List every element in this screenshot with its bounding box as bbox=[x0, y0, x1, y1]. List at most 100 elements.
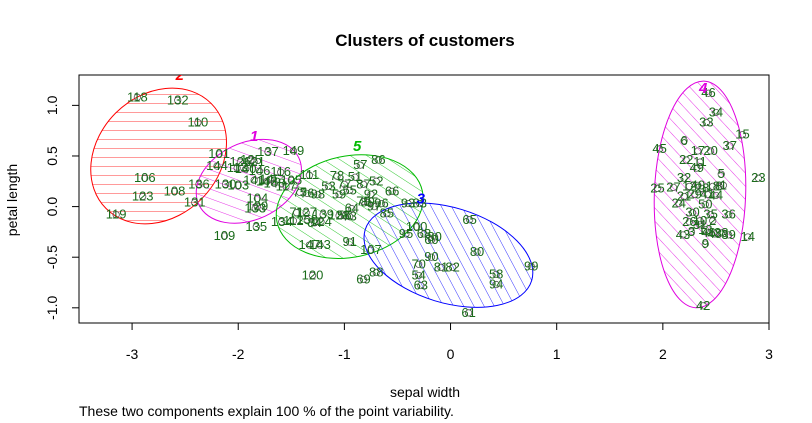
point-label: 40 bbox=[691, 177, 705, 192]
data-point bbox=[712, 108, 720, 117]
point-label: 92 bbox=[364, 186, 378, 201]
data-point bbox=[340, 180, 348, 188]
data-point bbox=[282, 182, 290, 190]
data-point bbox=[335, 212, 343, 220]
point-label: 91 bbox=[342, 234, 356, 249]
data-point bbox=[220, 232, 229, 240]
point-label: 26 bbox=[682, 214, 696, 229]
data-point bbox=[348, 205, 356, 213]
data-point bbox=[680, 137, 688, 145]
point-label: 121 bbox=[243, 154, 265, 169]
cluster-5-label: 5 bbox=[353, 138, 362, 155]
data-point bbox=[234, 181, 242, 189]
data-point bbox=[696, 217, 704, 225]
data-point bbox=[174, 96, 182, 104]
data-point bbox=[415, 271, 423, 280]
point-label: 30 bbox=[685, 205, 699, 220]
point-label: 75 bbox=[293, 184, 307, 199]
data-point bbox=[213, 162, 221, 170]
point-label: 104 bbox=[246, 190, 268, 205]
point-label: 55 bbox=[342, 182, 356, 197]
data-point bbox=[675, 199, 683, 208]
point-label: 84 bbox=[307, 215, 321, 230]
point-label: 141 bbox=[243, 172, 265, 187]
data-point bbox=[464, 309, 473, 317]
point-label: 148 bbox=[263, 175, 285, 190]
data-point bbox=[701, 200, 709, 209]
data-point bbox=[437, 263, 445, 271]
point-label: 33 bbox=[699, 115, 713, 130]
point-label: 107 bbox=[360, 242, 382, 257]
data-point bbox=[251, 205, 259, 213]
data-point bbox=[372, 268, 380, 276]
y-tick-label: 1.0 bbox=[44, 95, 60, 115]
point-label: 134 bbox=[271, 214, 293, 229]
x-axis: -3 -2 -1 0 1 2 3 bbox=[126, 322, 773, 362]
data-point bbox=[691, 190, 699, 199]
data-point bbox=[374, 156, 382, 164]
point-label: 100 bbox=[406, 219, 428, 234]
data-point bbox=[356, 161, 364, 169]
point-label: 105 bbox=[280, 172, 302, 187]
point-label: 131 bbox=[184, 195, 206, 210]
data-point bbox=[141, 174, 149, 182]
data-point bbox=[725, 231, 733, 239]
data-point bbox=[139, 192, 147, 201]
point-label: 58 bbox=[489, 266, 503, 281]
point-label: 139 bbox=[312, 207, 334, 222]
point-label: 45 bbox=[652, 141, 666, 156]
point-label: 137 bbox=[257, 144, 279, 159]
point-label: 113 bbox=[227, 160, 248, 175]
point-label: 97 bbox=[367, 199, 381, 214]
data-point bbox=[715, 182, 723, 190]
point-label: 71 bbox=[289, 205, 303, 220]
data-point bbox=[250, 176, 258, 184]
point-label: 20 bbox=[703, 143, 717, 158]
point-label: 63 bbox=[414, 278, 428, 293]
point-label: 57 bbox=[353, 157, 367, 172]
point-label: 18 bbox=[706, 178, 720, 193]
data-point bbox=[415, 260, 423, 268]
point-label: 68 bbox=[417, 226, 431, 241]
point-label: 93 bbox=[401, 196, 415, 211]
data-point bbox=[289, 147, 298, 155]
point-label: 54 bbox=[411, 267, 425, 282]
x-tick-label: -3 bbox=[126, 346, 139, 362]
point-label: 49 bbox=[690, 160, 704, 175]
point-label: 123 bbox=[132, 188, 154, 203]
point-label: 149 bbox=[283, 143, 305, 158]
point-label: 53 bbox=[321, 178, 335, 193]
point-label: 70 bbox=[411, 256, 425, 271]
point-label: 27 bbox=[666, 179, 680, 194]
point-label: 80 bbox=[470, 244, 484, 259]
data-point bbox=[717, 229, 725, 237]
data-point bbox=[687, 228, 696, 236]
point-label: 109 bbox=[214, 228, 236, 243]
point-label: 90 bbox=[424, 249, 438, 264]
point-label: 76 bbox=[300, 185, 314, 200]
data-point bbox=[263, 177, 271, 185]
data-point bbox=[388, 187, 396, 196]
point-label: 144 bbox=[206, 158, 228, 173]
point-label: 124 bbox=[310, 214, 332, 229]
y-tick-label: 0.5 bbox=[44, 146, 60, 166]
point-label: 1 bbox=[720, 177, 727, 192]
data-point bbox=[359, 197, 368, 206]
point-label: 29 bbox=[687, 186, 701, 201]
data-point bbox=[359, 180, 368, 188]
data-point bbox=[346, 186, 354, 194]
data-point bbox=[527, 262, 535, 270]
point-label: 79 bbox=[356, 194, 370, 209]
data-point bbox=[372, 177, 380, 185]
data-point bbox=[264, 148, 272, 156]
point-label: 6 bbox=[680, 133, 687, 148]
data-point bbox=[702, 118, 710, 127]
point-label: 56 bbox=[337, 208, 351, 223]
data-point bbox=[277, 168, 285, 176]
data-point bbox=[698, 184, 706, 192]
point-label: 2 bbox=[709, 213, 716, 228]
data-point bbox=[316, 241, 324, 249]
data-point bbox=[287, 176, 295, 184]
data-point bbox=[696, 158, 704, 166]
data-point bbox=[685, 218, 693, 226]
